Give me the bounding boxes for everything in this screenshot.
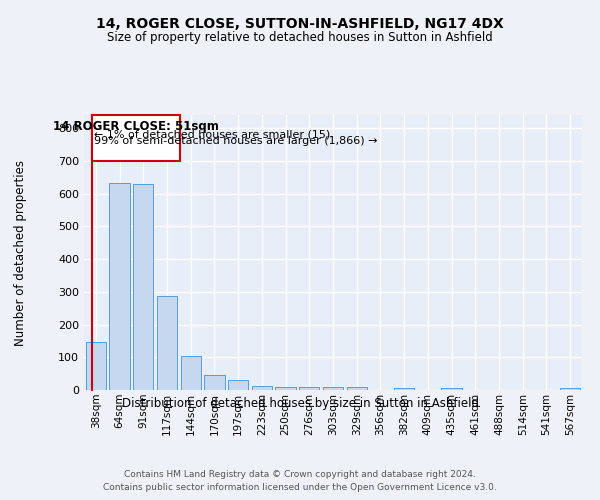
Bar — [252, 386, 272, 390]
Y-axis label: Number of detached properties: Number of detached properties — [14, 160, 27, 346]
Bar — [228, 380, 248, 390]
Bar — [560, 388, 580, 390]
Bar — [323, 388, 343, 390]
FancyBboxPatch shape — [92, 115, 180, 161]
Bar — [109, 183, 130, 390]
Bar — [205, 374, 224, 390]
Text: ← 1% of detached houses are smaller (15): ← 1% of detached houses are smaller (15) — [94, 129, 331, 139]
Text: 14 ROGER CLOSE: 51sqm: 14 ROGER CLOSE: 51sqm — [53, 120, 219, 133]
Bar — [157, 296, 177, 390]
Bar — [394, 388, 414, 390]
Text: 99% of semi-detached houses are larger (1,866) →: 99% of semi-detached houses are larger (… — [94, 136, 377, 146]
Bar — [86, 342, 106, 390]
Bar — [347, 388, 367, 390]
Text: Contains HM Land Registry data © Crown copyright and database right 2024.: Contains HM Land Registry data © Crown c… — [124, 470, 476, 479]
Text: Contains public sector information licensed under the Open Government Licence v3: Contains public sector information licen… — [103, 482, 497, 492]
Bar — [275, 386, 296, 390]
Bar — [442, 388, 461, 390]
Text: Distribution of detached houses by size in Sutton in Ashfield: Distribution of detached houses by size … — [121, 398, 479, 410]
Bar — [133, 184, 154, 390]
Text: 14, ROGER CLOSE, SUTTON-IN-ASHFIELD, NG17 4DX: 14, ROGER CLOSE, SUTTON-IN-ASHFIELD, NG1… — [96, 18, 504, 32]
Text: Size of property relative to detached houses in Sutton in Ashfield: Size of property relative to detached ho… — [107, 31, 493, 44]
Bar — [299, 386, 319, 390]
Bar — [181, 356, 201, 390]
